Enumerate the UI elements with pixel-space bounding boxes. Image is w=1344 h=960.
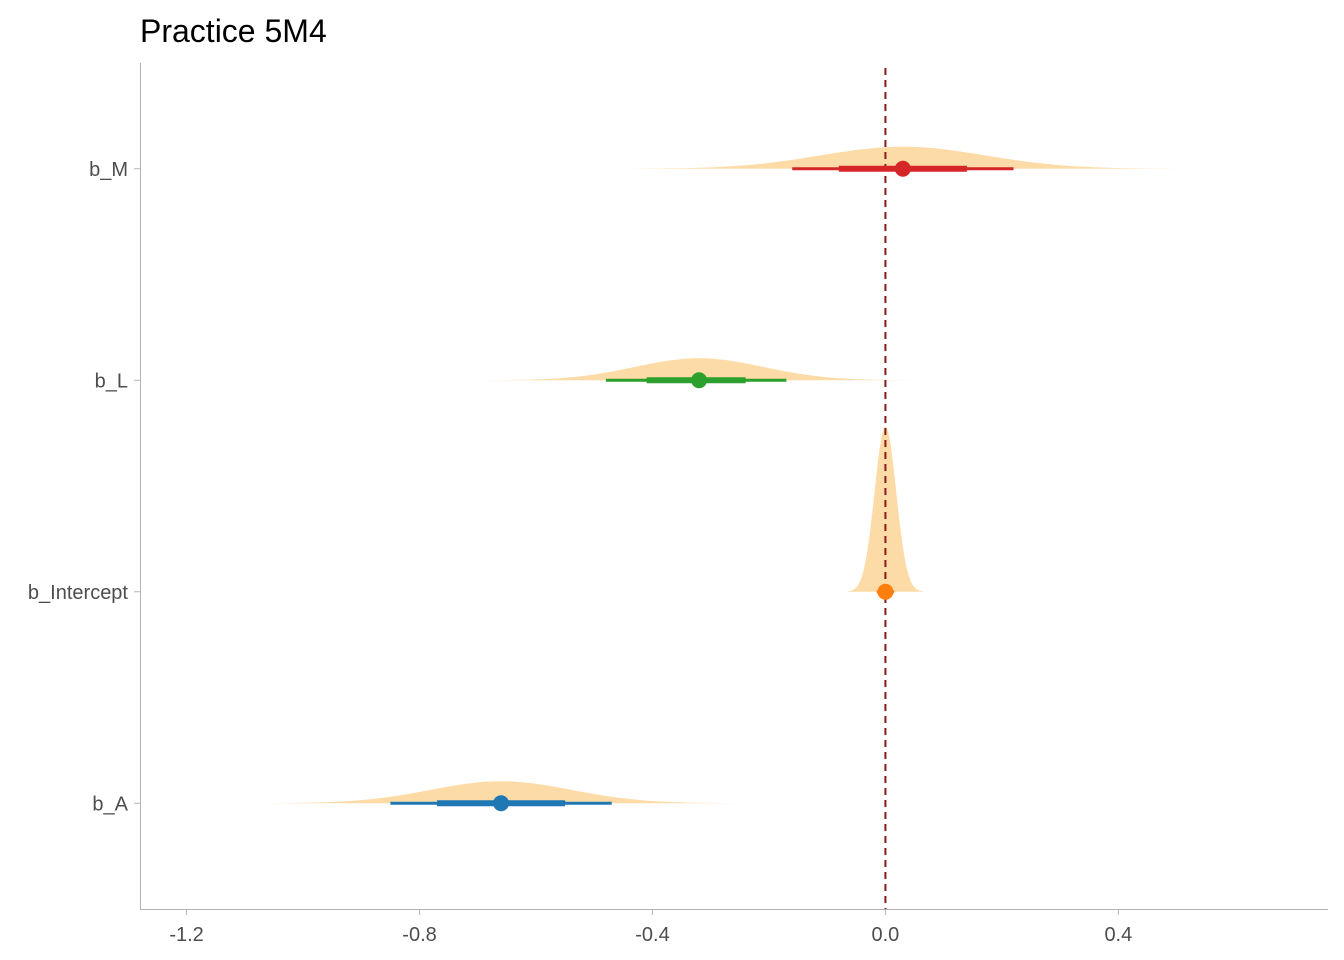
density-layer bbox=[262, 146, 1195, 804]
y-tick-label-b-l: b_L bbox=[95, 370, 128, 392]
y-tick-label-b-m: b_M bbox=[89, 159, 128, 181]
x-tick-label: 0.0 bbox=[872, 924, 900, 946]
density-b-m bbox=[617, 146, 1195, 169]
x-tick-label: -0.4 bbox=[635, 924, 669, 946]
point-b-m bbox=[894, 160, 911, 177]
y-tick-label-b-a: b_A bbox=[92, 793, 128, 815]
density-b-l bbox=[477, 358, 927, 381]
density-b-intercept bbox=[847, 426, 924, 592]
interval-layer bbox=[390, 160, 1014, 812]
y-axis-ticks: b_A b_Intercept b_L b_M bbox=[28, 159, 140, 815]
point-b-l bbox=[691, 372, 708, 389]
x-axis-ticks: -1.2 -0.8 -0.4 0.0 0.4 bbox=[169, 909, 1132, 946]
density-b-a bbox=[262, 781, 758, 804]
x-tick-label: 0.4 bbox=[1104, 924, 1132, 946]
y-tick-label-b-intercept: b_Intercept bbox=[28, 582, 129, 604]
x-tick-label: -0.8 bbox=[402, 924, 436, 946]
point-b-intercept bbox=[877, 583, 894, 600]
point-b-a bbox=[493, 795, 510, 812]
chart-title: Practice 5M4 bbox=[140, 13, 327, 49]
x-tick-label: -1.2 bbox=[169, 924, 203, 946]
